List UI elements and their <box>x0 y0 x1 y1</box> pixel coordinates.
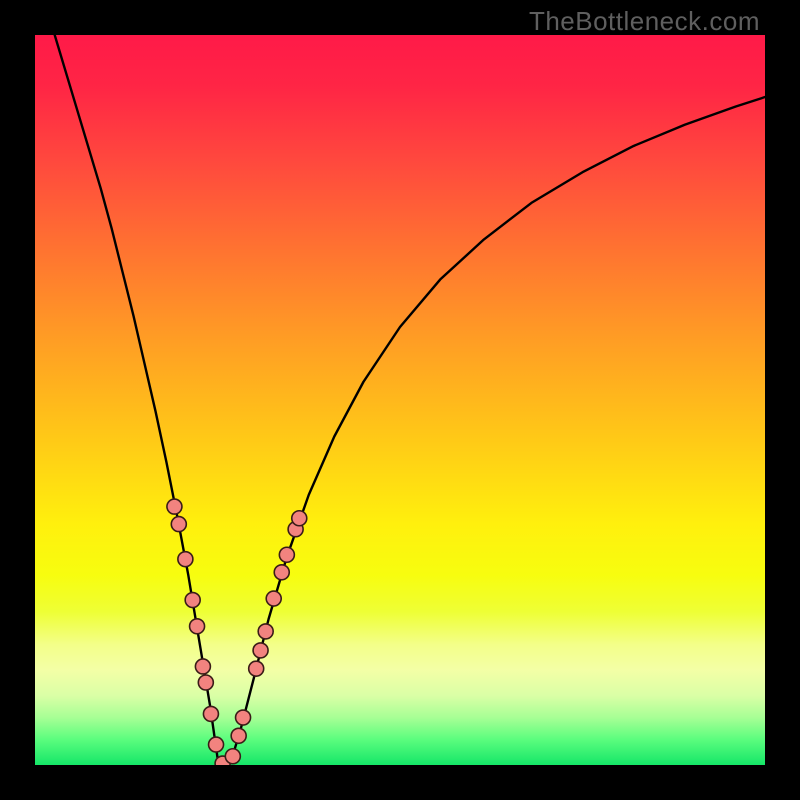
data-point <box>292 511 307 526</box>
data-point <box>190 619 205 634</box>
plot-area <box>35 35 765 765</box>
data-point <box>203 706 218 721</box>
data-point <box>167 499 182 514</box>
data-point <box>236 710 251 725</box>
watermark-text: TheBottleneck.com <box>529 6 760 37</box>
data-point <box>209 737 224 752</box>
data-point <box>279 547 294 562</box>
data-point <box>258 624 273 639</box>
data-point <box>231 728 246 743</box>
data-point <box>195 659 210 674</box>
bottleneck-curve-chart <box>35 35 765 765</box>
data-point <box>171 517 186 532</box>
gradient-background <box>35 35 765 765</box>
data-point <box>185 593 200 608</box>
chart-frame: TheBottleneck.com <box>0 0 800 800</box>
data-point <box>274 565 289 580</box>
data-point <box>266 591 281 606</box>
data-point <box>198 675 213 690</box>
data-point <box>225 749 240 764</box>
data-point <box>249 661 264 676</box>
data-point <box>178 552 193 567</box>
data-point <box>253 643 268 658</box>
